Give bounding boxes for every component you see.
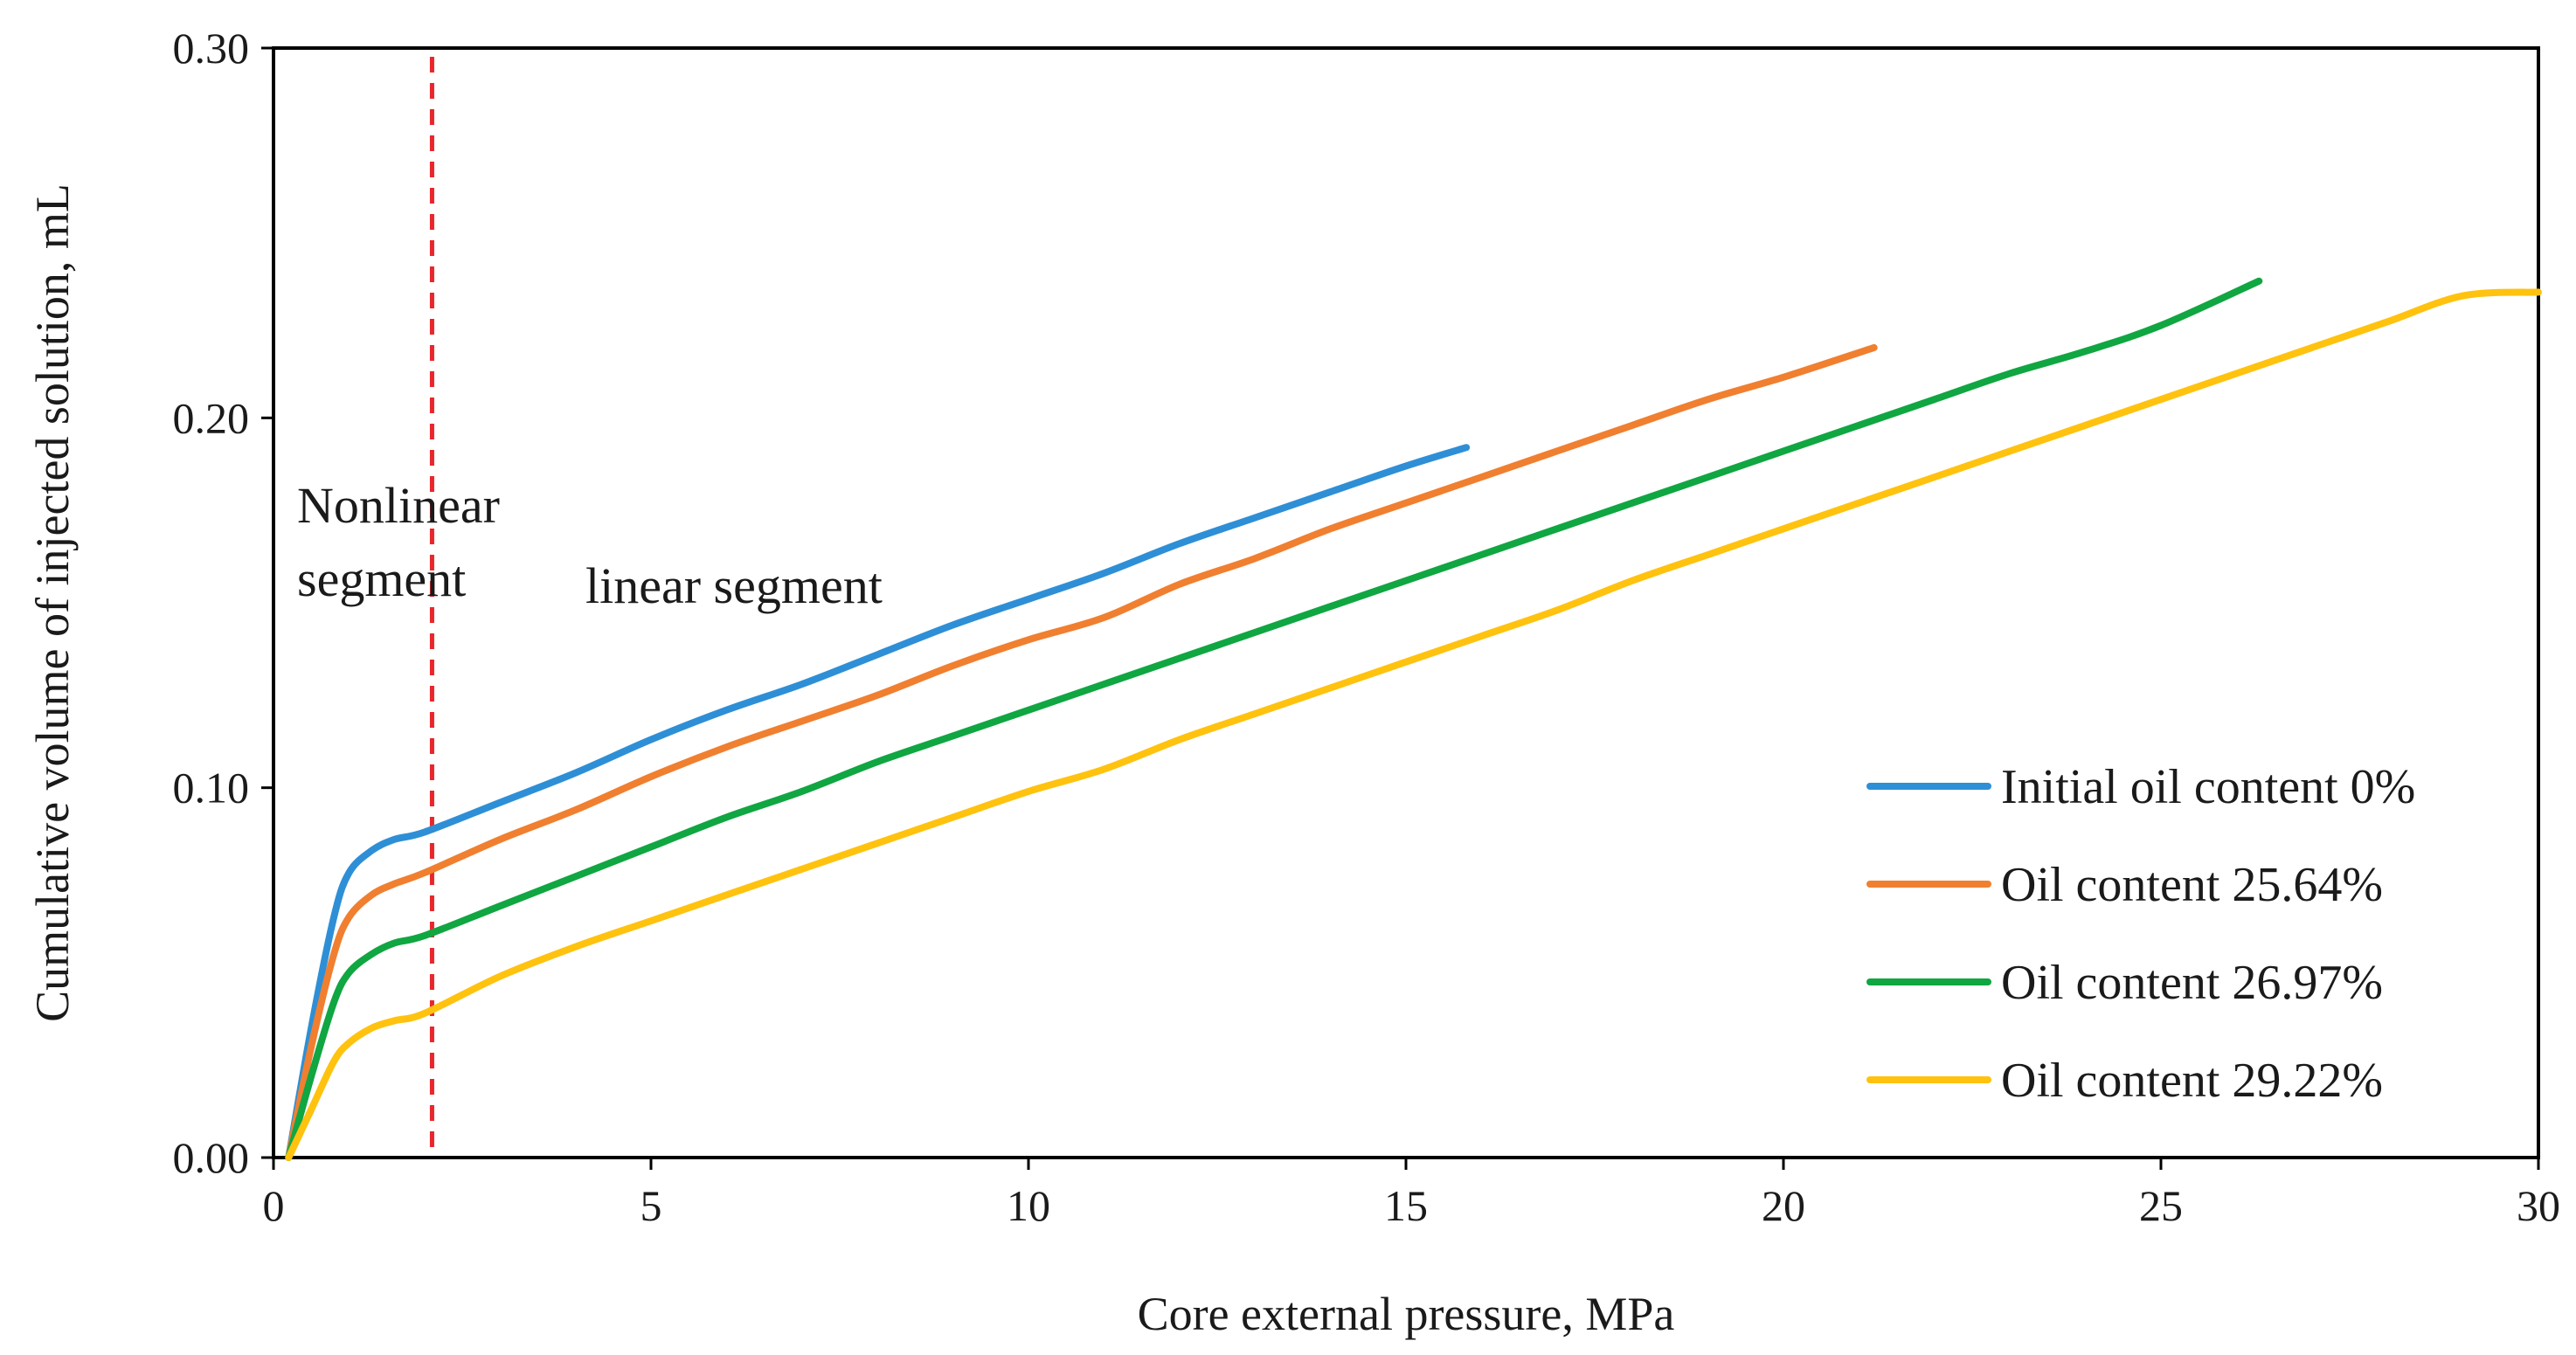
legend-label: Oil content 29.22% [2001,1054,2383,1108]
x-axis: 0 5 10 15 20 25 30 [263,1158,2560,1230]
legend: Initial oil content 0% Oil content 25.64%… [1866,760,2415,1108]
y-tick-label: 0.30 [173,24,250,73]
x-tick-label: 15 [1384,1181,1428,1230]
series-lines [285,277,2542,1161]
y-tick-label: 0.00 [173,1133,250,1182]
y-tick-label: 0.10 [173,764,250,812]
annotation-nonlinear-line1: Nonlinear [297,477,500,534]
x-tick-label: 25 [2139,1181,2183,1230]
x-tick-label: 30 [2517,1181,2560,1230]
x-tick-label: 0 [263,1181,285,1230]
annotation-nonlinear-line2: segment [297,550,466,607]
y-axis-title: Cumulative volume of injected solution, … [26,183,79,1022]
legend-label: Oil content 26.97% [2001,956,2383,1010]
legend-label: Oil content 25.64% [2001,858,2383,912]
annotation-linear-segment: linear segment [585,557,883,614]
legend-label: Initial oil content 0% [2001,760,2415,814]
series-26-97-line [285,277,2263,1161]
x-tick-label: 5 [641,1181,662,1230]
x-tick-label: 20 [1762,1181,1805,1230]
x-axis-title: Core external pressure, MPa [1138,1288,1675,1340]
x-tick-label: 10 [1007,1181,1050,1230]
series-initial-0-line [285,444,1471,1161]
series-29-22-line [285,288,2542,1161]
series-25-64-line [285,343,1878,1161]
y-axis: 0.00 0.10 0.20 0.30 [173,24,274,1182]
y-tick-label: 0.20 [173,393,250,442]
